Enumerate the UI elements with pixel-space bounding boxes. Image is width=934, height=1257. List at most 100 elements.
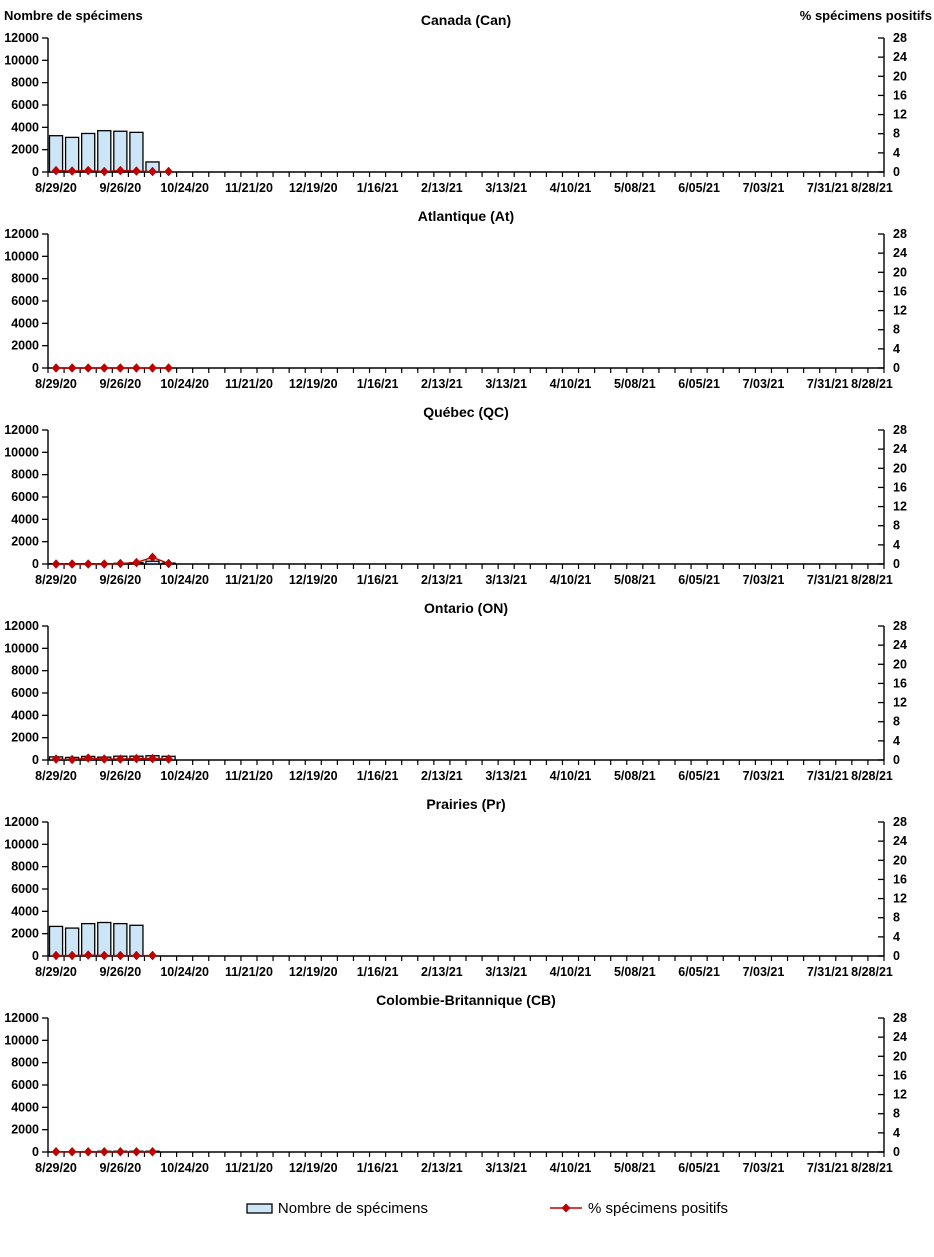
svg-text:9/26/20: 9/26/20 (99, 769, 141, 783)
svg-text:12: 12 (893, 696, 907, 710)
svg-text:8/28/21: 8/28/21 (851, 573, 893, 587)
svg-text:9/26/20: 9/26/20 (99, 965, 141, 979)
svg-text:7/31/21: 7/31/21 (807, 769, 849, 783)
svg-text:2/13/21: 2/13/21 (421, 965, 463, 979)
svg-text:6/05/21: 6/05/21 (678, 1161, 720, 1175)
svg-text:10/24/20: 10/24/20 (160, 769, 209, 783)
svg-text:12: 12 (893, 108, 907, 122)
svg-text:9/26/20: 9/26/20 (99, 181, 141, 195)
svg-text:6/05/21: 6/05/21 (678, 965, 720, 979)
svg-text:6000: 6000 (11, 686, 39, 700)
svg-text:5/08/21: 5/08/21 (614, 769, 656, 783)
svg-text:4000: 4000 (11, 316, 39, 330)
svg-text:12/19/20: 12/19/20 (289, 1161, 338, 1175)
svg-text:16: 16 (893, 872, 907, 886)
svg-text:8/28/21: 8/28/21 (851, 181, 893, 195)
chart-title: Québec (QC) (423, 404, 509, 420)
svg-text:7/03/21: 7/03/21 (743, 573, 785, 587)
chart-prairies: Prairies (Pr) 0 2000 4000 6000 8000 10000 1200… (0, 794, 934, 990)
svg-text:20: 20 (893, 853, 907, 867)
svg-text:7/03/21: 7/03/21 (743, 377, 785, 391)
bar-swatch-icon (246, 1203, 273, 1214)
chart-title: Colombie-Britannique (CB) (376, 992, 556, 1008)
svg-text:7/03/21: 7/03/21 (743, 769, 785, 783)
svg-text:12000: 12000 (4, 815, 39, 829)
chart-header-row: Nombre de spécimens Canada (Can) % spéci… (0, 0, 934, 30)
svg-text:4/10/21: 4/10/21 (550, 377, 592, 391)
svg-text:28: 28 (893, 815, 907, 829)
svg-text:12/19/20: 12/19/20 (289, 181, 338, 195)
svg-text:8/29/20: 8/29/20 (35, 965, 77, 979)
svg-text:0: 0 (32, 949, 39, 963)
svg-text:3/13/21: 3/13/21 (485, 573, 527, 587)
svg-text:7/03/21: 7/03/21 (743, 965, 785, 979)
chart-title: Canada (Can) (420, 12, 512, 28)
svg-text:8/29/20: 8/29/20 (35, 573, 77, 587)
svg-text:4: 4 (893, 734, 900, 748)
svg-text:0: 0 (893, 165, 900, 179)
svg-text:28: 28 (893, 227, 907, 241)
svg-text:16: 16 (893, 676, 907, 690)
chart-colombie-britannique: Colombie-Britannique (CB) 0 2000 4000 6000 8… (0, 990, 934, 1186)
svg-text:8: 8 (893, 519, 900, 533)
svg-text:2/13/21: 2/13/21 (421, 181, 463, 195)
svg-text:7/03/21: 7/03/21 (743, 1161, 785, 1175)
svg-text:8000: 8000 (11, 468, 39, 482)
chart-plot-quebec: 0 2000 4000 6000 8000 10000 12000 0 4 8 12 16 20 24 28… (4, 423, 907, 587)
svg-text:11/21/20: 11/21/20 (225, 181, 273, 195)
svg-text:10/24/20: 10/24/20 (160, 965, 209, 979)
svg-text:2/13/21: 2/13/21 (421, 573, 463, 587)
line-diamond-icon (550, 1203, 582, 1213)
svg-text:2/13/21: 2/13/21 (421, 1161, 463, 1175)
svg-text:10/24/20: 10/24/20 (160, 1161, 209, 1175)
svg-text:0: 0 (893, 949, 900, 963)
svg-text:16: 16 (893, 88, 907, 102)
svg-text:24: 24 (893, 1030, 907, 1044)
svg-text:10000: 10000 (4, 249, 39, 263)
svg-text:4: 4 (893, 1126, 900, 1140)
legend-item-specimens: Nombre de spécimens (246, 1200, 428, 1217)
svg-text:9/26/20: 9/26/20 (99, 1161, 141, 1175)
svg-text:6000: 6000 (11, 882, 39, 896)
svg-text:4000: 4000 (11, 120, 39, 134)
svg-text:0: 0 (32, 753, 39, 767)
svg-text:20: 20 (893, 69, 907, 83)
svg-text:6000: 6000 (11, 98, 39, 112)
chart-title: Atlantique (At) (417, 208, 515, 224)
svg-text:12: 12 (893, 304, 907, 318)
svg-text:12/19/20: 12/19/20 (289, 965, 338, 979)
chart-plot-cb: 0 2000 4000 6000 8000 10000 12000 0 4 8 12 16 20 24 28… (4, 1011, 907, 1175)
svg-text:1/16/21: 1/16/21 (357, 181, 399, 195)
svg-text:28: 28 (893, 1011, 907, 1025)
legend-label: % spécimens positifs (588, 1199, 729, 1217)
svg-text:12: 12 (893, 892, 907, 906)
svg-text:2000: 2000 (11, 339, 39, 353)
chart-canada: Nombre de spécimens Canada (Can) % spéci… (0, 0, 934, 206)
svg-text:11/21/20: 11/21/20 (225, 769, 273, 783)
svg-text:5/08/21: 5/08/21 (614, 573, 656, 587)
svg-text:10000: 10000 (4, 445, 39, 459)
svg-text:10/24/20: 10/24/20 (160, 181, 209, 195)
svg-text:6/05/21: 6/05/21 (678, 573, 720, 587)
svg-text:12000: 12000 (4, 227, 39, 241)
svg-text:4000: 4000 (11, 904, 39, 918)
svg-text:24: 24 (893, 246, 907, 260)
chart-header-row: Atlantique (At) (0, 206, 934, 226)
svg-text:12: 12 (893, 1088, 907, 1102)
svg-text:12/19/20: 12/19/20 (289, 573, 338, 587)
legend-label: Nombre de spécimens (277, 1199, 428, 1217)
svg-text:7/31/21: 7/31/21 (807, 181, 849, 195)
chart-header-row: Ontario (ON) (0, 598, 934, 618)
chart-header-row: Québec (QC) (0, 402, 934, 422)
svg-text:12: 12 (893, 500, 907, 514)
svg-text:2000: 2000 (11, 731, 39, 745)
svg-text:6000: 6000 (11, 490, 39, 504)
svg-text:4/10/21: 4/10/21 (550, 1161, 592, 1175)
svg-text:2/13/21: 2/13/21 (421, 769, 463, 783)
svg-text:24: 24 (893, 834, 907, 848)
svg-text:1/16/21: 1/16/21 (357, 573, 399, 587)
chart-atlantique: Atlantique (At) 0 2000 4000 6000 8000 10000 12… (0, 206, 934, 402)
left-axis-title: Nombre de spécimens (4, 8, 143, 23)
svg-text:11/21/20: 11/21/20 (225, 1161, 273, 1175)
svg-text:10000: 10000 (4, 53, 39, 67)
